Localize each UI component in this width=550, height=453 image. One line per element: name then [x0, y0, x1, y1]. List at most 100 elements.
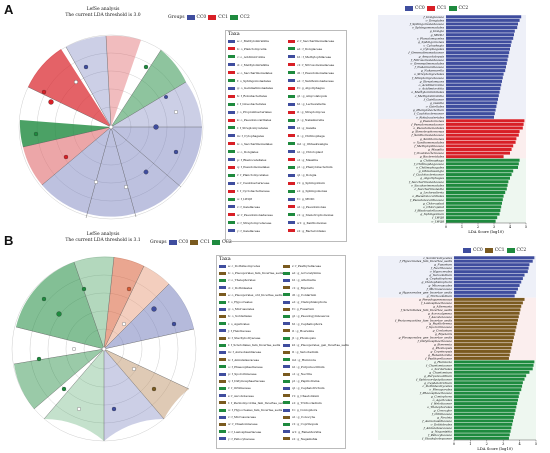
taxa-swatch: [283, 322, 290, 326]
panel-b-taxa-title: Taxa: [219, 256, 231, 262]
taxa-legend-item: u: f_Hypocreales_fam_Incertae_sedis: [219, 408, 282, 412]
taxa-label: b: o_Planctomycetia: [237, 46, 267, 51]
lda-bar: [446, 147, 512, 151]
lda-bar: [446, 79, 502, 83]
group-swatch-cc0: [168, 240, 177, 245]
lda-bar: [454, 277, 523, 281]
taxa-label: k1: g_Pleosporales_gen_Incertae_sedis: [292, 343, 349, 348]
taxa-swatch: [228, 94, 235, 98]
taxa-label: o: o_Dongiales: [237, 149, 259, 154]
lda-bar-label: f_Aureobasidiaceae: [421, 419, 452, 423]
taxa-legend-item: u: f_LWQ8: [228, 197, 252, 201]
taxa-legend-item: q1: g_Cephalotrichum: [283, 386, 324, 390]
lda-bar: [446, 72, 504, 76]
lda-bar-label: g_Bacteroidales: [420, 155, 445, 159]
taxa-swatch: [288, 221, 295, 225]
taxa-swatch: [283, 415, 290, 419]
lda-bar-label: c_Saccharimonadia: [414, 187, 444, 191]
lda-bar: [454, 398, 518, 402]
taxa-swatch: [288, 86, 295, 90]
x-tick-label: 4: [509, 225, 512, 229]
taxa-label: p: f_Blastocatellales: [237, 157, 267, 162]
lda-bar-label: f_Helotiaceae: [430, 402, 452, 406]
taxa-legend-item: p: f_Blastocatellales: [228, 158, 266, 162]
lda-bar: [454, 419, 514, 423]
taxa-swatch: [228, 86, 235, 90]
taxa-legend-item: x: f_Lasiosphaeriaceae: [219, 430, 261, 434]
taxa-legend-item: w: f_Pseudomonadaceae: [228, 213, 273, 217]
taxa-swatch: [283, 372, 290, 376]
lda-bar: [454, 363, 534, 367]
taxa-label: s1: g_Trichocladium: [292, 400, 322, 405]
taxa-swatch: [288, 126, 295, 130]
lda-bar-label: f_Ascobolaceae: [428, 315, 453, 319]
lda-bar: [454, 325, 517, 329]
taxa-label: g1: g_Pseudogymnoascus: [292, 314, 330, 319]
taxa-legend-item: o: f_Phaeosphaeriaceae: [219, 365, 263, 369]
taxa-label: i: f_Gloeobacterales: [237, 102, 267, 107]
panel-b-taxa-legend: [216, 255, 346, 449]
lda-bar-label: g_Chitinophaga: [420, 158, 444, 162]
taxa-swatch: [228, 158, 235, 161]
taxa-swatch: [283, 430, 290, 434]
taxa-swatch: [219, 365, 226, 369]
lda-bar: [454, 343, 513, 346]
taxa-swatch: [288, 102, 295, 106]
panel-b-title-line2: The current LDA threshold is 3.1: [65, 237, 141, 243]
taxa-swatch: [228, 205, 235, 209]
taxa-legend-item: o1: g_Nectria: [283, 372, 312, 376]
taxa-label: p1: g_Papiliotrema: [292, 379, 320, 384]
lda-bar-label: c_Methylomirabilia: [415, 94, 444, 98]
lda-bar-label: f_Pezizomycotina_fam_Incertae_sedis: [394, 318, 452, 322]
x-tick-label: 5: [535, 442, 537, 446]
lda-bar: [446, 101, 498, 105]
taxa-label: d1: g_Conlarium: [292, 292, 317, 297]
taxa-swatch: [219, 350, 226, 354]
taxa-swatch: [219, 271, 226, 275]
lda-bar: [446, 108, 496, 112]
taxa-swatch: [228, 47, 235, 51]
taxa-legend-item: f: o_Sphingomonadales: [228, 79, 271, 83]
lda-bar-label: g_Dongia: [430, 29, 444, 33]
lda-bar: [446, 173, 512, 177]
lda-bar: [446, 51, 510, 55]
taxa-legend-item: m: f_Aureobasidiaceae: [219, 350, 261, 354]
taxa-legend-item: s: f_Ascobolaceae: [219, 394, 254, 398]
lda-bar-label: g_Papiliotrema: [429, 322, 452, 326]
lda-bar-label: g_Phomopsis: [432, 346, 452, 350]
taxa-swatch: [219, 264, 226, 268]
lda-bar-label: o_Rokubacteriales: [416, 115, 444, 119]
taxa-label: l1: g_Sarocladium: [292, 350, 319, 355]
taxa-swatch: [228, 150, 235, 154]
lda-bar-label: f_Gaiellaceae: [423, 97, 444, 101]
group-swatch-cc2: [230, 15, 239, 20]
taxa-legend-item: a1: f_Dongiaceae: [288, 47, 322, 51]
lda-bar: [454, 391, 520, 395]
lda-bar: [446, 133, 519, 137]
lda-bar-label: g_Streptomyces: [420, 79, 445, 83]
taxa-label: v: f_Microascaceae: [228, 415, 256, 420]
lda-bar-label: g_Amycolatopsis: [419, 54, 445, 58]
taxa-swatch: [219, 394, 226, 398]
taxa-swatch: [228, 63, 235, 67]
taxa-label: s1: g_Sphingomonas: [297, 189, 328, 194]
groups-label: Groups: [168, 15, 185, 20]
lda-bar: [454, 339, 514, 343]
lda-bar-label: g_Pseudogymnoascus: [419, 297, 452, 301]
lda-bar: [454, 381, 523, 385]
taxa-swatch: [283, 422, 290, 426]
taxa-label: r: f_Orbiliaceae: [228, 386, 251, 391]
taxa-swatch: [288, 165, 295, 169]
panel-a-taxa-legend: [225, 30, 347, 242]
taxa-legend-item: e: o_Saccharimonadales: [228, 71, 272, 75]
taxa-label: i: o_Agaricales: [228, 321, 250, 326]
lda-bar: [446, 162, 519, 166]
panel-a-title-line2: The current LDA threshold is 3.0: [65, 12, 141, 18]
taxa-swatch: [283, 386, 290, 390]
taxa-legend-item: m1: g_Humicola: [283, 358, 316, 362]
taxa-label: i1: g_Streptomyces: [297, 110, 326, 115]
taxa-legend-item: g1: g_Pseudogymnoascus: [283, 314, 329, 318]
taxa-legend-item: v1: g_Stenotrophomonas: [288, 213, 333, 217]
taxa-swatch: [288, 94, 295, 98]
lda-bar-label: o_Pseudonocardiales: [412, 194, 444, 198]
